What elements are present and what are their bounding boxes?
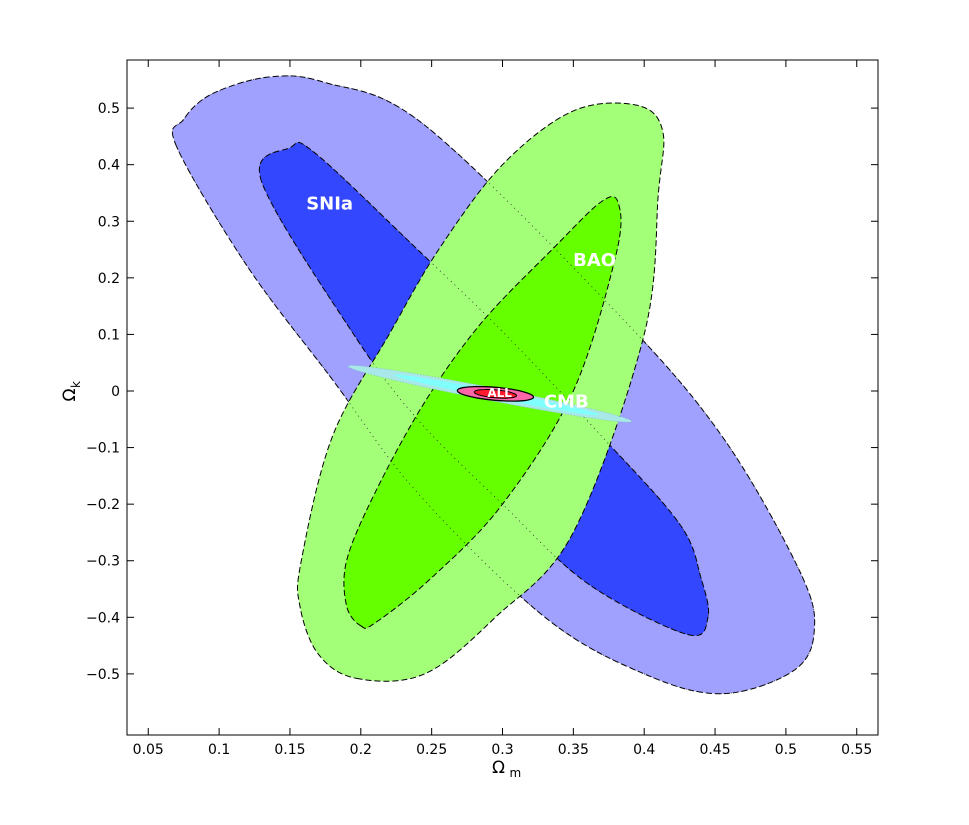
x-axis-label: Ω [492, 758, 505, 778]
y-tick-label: 0.4 [98, 158, 120, 174]
y-tick-label: −0.2 [86, 497, 120, 513]
x-tick-label: 0.4 [633, 742, 655, 758]
x-tick-label: 0.15 [274, 742, 305, 758]
y-tick-label: 0.3 [98, 214, 120, 230]
axes: 0.05 0.1 0.15 0.2 0.25 0.3 0.35 0.4 0.45 0.5 0.55 0… [60, 59, 879, 780]
y-tick-label: −0.4 [86, 610, 120, 626]
region-label-cmb: CMB [544, 391, 589, 412]
x-tick-label: 0.3 [491, 742, 513, 758]
plot-area: SNIa BAO CMB ALL [171, 75, 816, 695]
y-axis-label-group: Ωk [60, 381, 83, 402]
x-tick-label: 0.35 [558, 742, 589, 758]
all-inner-contour [473, 388, 518, 399]
x-axis-label-subscript: m [510, 766, 522, 780]
y-tick-label: 0 [111, 384, 120, 400]
region-label-all: ALL [487, 386, 512, 400]
x-tick-label: 0.5 [775, 742, 797, 758]
region-label-snia: SNIa [306, 193, 353, 214]
x-tick-label: 0.45 [699, 742, 730, 758]
y-tick-label: 0.1 [98, 327, 120, 343]
y-tick-label: 0.2 [98, 271, 120, 287]
x-tick-label: 0.55 [841, 742, 872, 758]
y-tick-label: 0.5 [98, 101, 120, 117]
y-tick-label: −0.1 [86, 441, 120, 457]
y-axis-label: Ω [60, 388, 80, 401]
x-tick-label: 0.25 [416, 742, 447, 758]
region-label-bao: BAO [573, 250, 616, 271]
contour-regions: SNIa BAO CMB ALL [171, 75, 816, 695]
x-tick-label: 0.1 [208, 742, 230, 758]
bao-inner-contour [343, 196, 622, 629]
y-tick-label: −0.5 [86, 667, 120, 683]
x-tick-label: 0.2 [350, 742, 372, 758]
x-tick-label: 0.05 [133, 742, 164, 758]
y-axis-label-subscript: k [69, 381, 83, 388]
y-tick-label: −0.3 [86, 554, 120, 570]
